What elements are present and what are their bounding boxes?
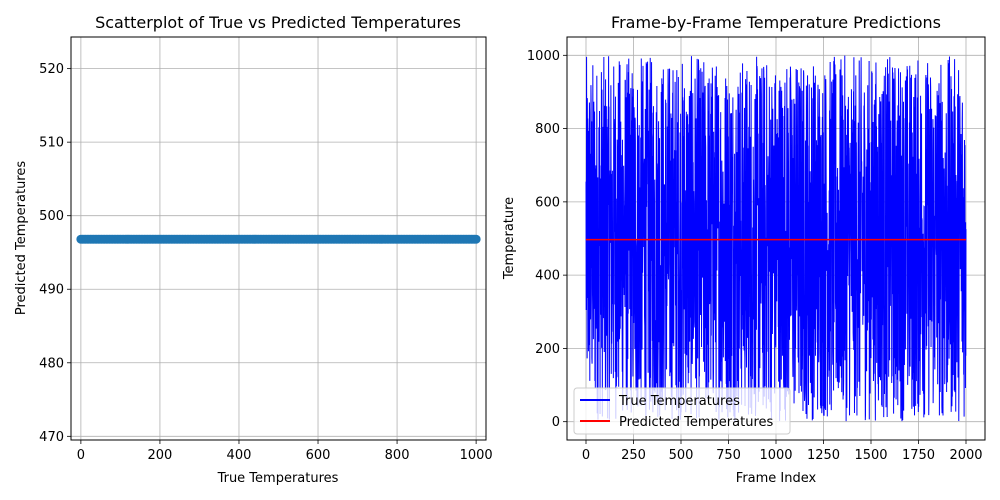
scatter-axes-frame <box>70 36 487 441</box>
line-xlabel: Frame Index <box>736 471 817 486</box>
scatter-ytick-label: 500 <box>39 209 64 224</box>
scatter-title: Scatterplot of True vs Predicted Tempera… <box>95 13 461 32</box>
line-xtick-label: 750 <box>716 448 741 463</box>
legend: True Temperatures Predicted Temperatures <box>573 387 791 435</box>
scatter-ytick-label: 490 <box>39 283 64 298</box>
line-subplot: 0 250 500 750 1000 1250 1500 1750 2000 0 200 400 600… <box>502 13 986 486</box>
line-xtick-label: 1000 <box>759 448 792 463</box>
legend-box <box>573 387 791 435</box>
scatter-ytick-label: 520 <box>39 62 64 77</box>
line-xtick-label: 1750 <box>902 448 935 463</box>
line-ytick-label: 600 <box>535 195 560 210</box>
scatter-xtick-label: 1000 <box>460 448 493 463</box>
scatter-point <box>471 234 481 244</box>
series-true-temperatures <box>585 55 967 422</box>
scatter-ytick-label: 510 <box>39 136 64 151</box>
line-ytick-label: 0 <box>552 415 560 430</box>
line-ytick-label: 1000 <box>527 49 560 64</box>
legend-label-predicted: Predicted Temperatures <box>619 415 774 430</box>
scatter-xtick-label: 400 <box>227 448 252 463</box>
scatter-xtick-label: 0 <box>77 448 85 463</box>
scatter-subplot: 0 200 400 600 800 1000 470 480 490 500 510 520 Scat… <box>14 13 493 486</box>
line-xtick-label: 0 <box>582 448 590 463</box>
line-ylabel: Temperature <box>502 197 517 280</box>
line-ticks: 0 250 500 750 1000 1250 1500 1750 2000 0 200 400 600… <box>527 49 983 463</box>
line-title: Frame-by-Frame Temperature Predictions <box>611 13 941 32</box>
scatter-xtick-label: 800 <box>385 448 410 463</box>
scatter-ylabel: Predicted Temperatures <box>14 161 29 316</box>
scatter-ticks: 0 200 400 600 800 1000 470 480 490 500 510 520 <box>39 62 492 463</box>
line-xtick-label: 1250 <box>807 448 840 463</box>
line-series <box>585 55 967 422</box>
scatter-ytick-label: 480 <box>39 356 64 371</box>
scatter-xtick-label: 600 <box>306 448 331 463</box>
line-xtick-label: 500 <box>669 448 694 463</box>
scatter-xlabel: True Temperatures <box>217 471 339 486</box>
line-xtick-label: 250 <box>621 448 646 463</box>
legend-label-true: True Temperatures <box>618 394 740 409</box>
line-ytick-label: 800 <box>535 122 560 137</box>
line-xtick-label: 2000 <box>949 448 982 463</box>
scatter-ytick-label: 470 <box>39 430 64 445</box>
scatter-points <box>76 234 481 244</box>
line-ytick-label: 400 <box>535 269 560 284</box>
line-ytick-label: 200 <box>535 342 560 357</box>
scatter-xtick-label: 200 <box>148 448 173 463</box>
line-xtick-label: 1500 <box>854 448 887 463</box>
